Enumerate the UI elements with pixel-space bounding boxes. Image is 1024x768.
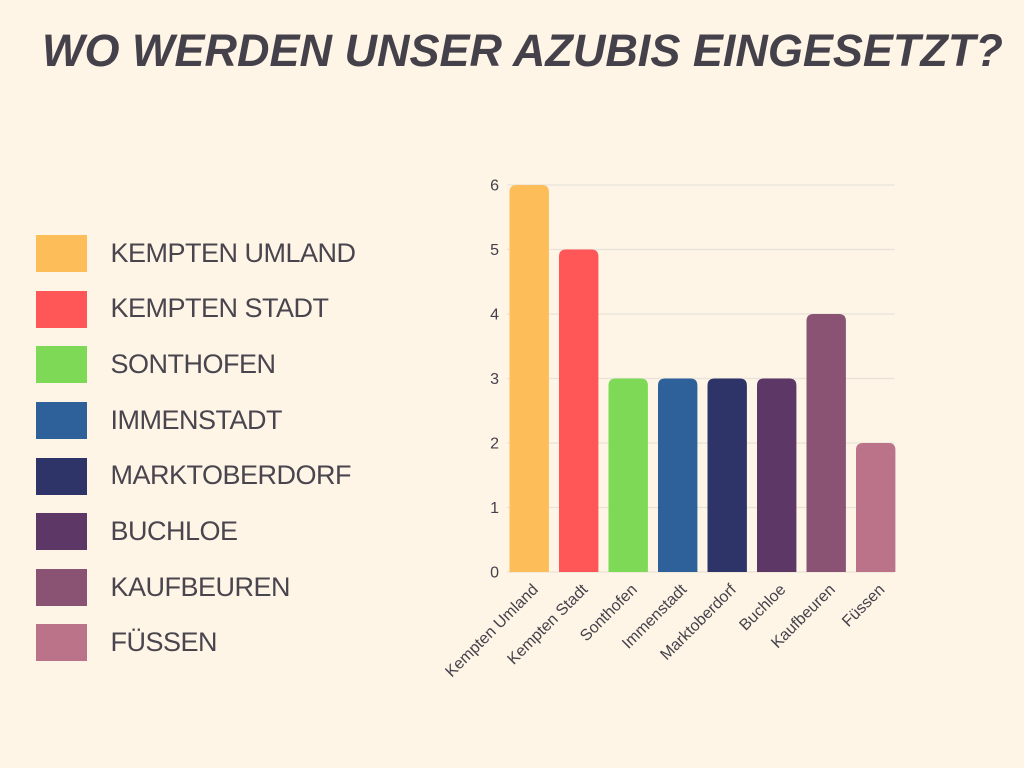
- svg-text:3: 3: [490, 371, 499, 388]
- svg-text:2: 2: [490, 436, 499, 453]
- svg-text:Kempten Umland: Kempten Umland: [442, 581, 541, 680]
- svg-text:1: 1: [490, 500, 499, 517]
- svg-text:Füssen: Füssen: [839, 581, 888, 630]
- svg-text:4: 4: [490, 307, 499, 324]
- svg-text:5: 5: [490, 242, 499, 259]
- svg-text:6: 6: [490, 178, 499, 195]
- svg-text:0: 0: [490, 565, 499, 582]
